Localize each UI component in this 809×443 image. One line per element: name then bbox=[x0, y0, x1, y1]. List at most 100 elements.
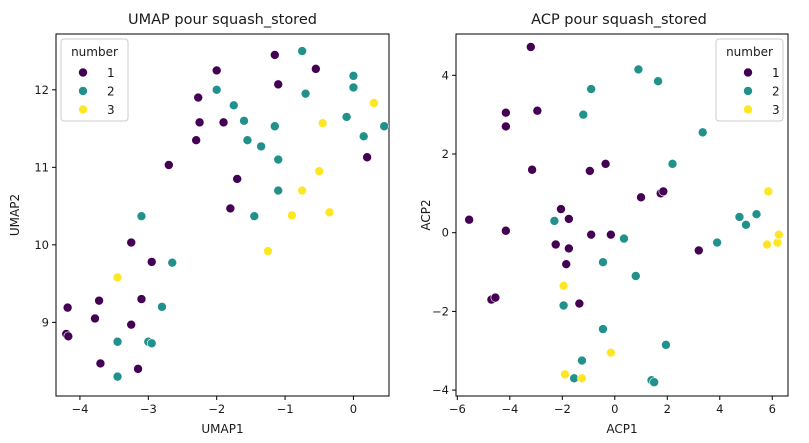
umap-legend-label-2: 2 bbox=[107, 85, 115, 99]
acp-point-series-1 bbox=[606, 229, 616, 240]
umap-legend-marker-3 bbox=[78, 104, 88, 115]
umap-point-series-2 bbox=[273, 185, 284, 196]
acp-points bbox=[464, 42, 784, 388]
umap-point-series-2 bbox=[256, 141, 266, 152]
acp-point-series-1 bbox=[636, 192, 646, 203]
umap-point-series-1 bbox=[270, 50, 280, 60]
umap-point-series-3 bbox=[324, 207, 335, 218]
umap-point-series-2 bbox=[112, 371, 123, 382]
umap-legend-box bbox=[60, 38, 129, 122]
umap-legend-title: number bbox=[71, 45, 118, 59]
acp-y-tick-label: −4 bbox=[432, 383, 449, 397]
umap-ticks: −4 −3 −2 −1 0 9 10 11 12 bbox=[34, 83, 357, 416]
umap-point-series-1 bbox=[273, 79, 284, 90]
umap-point-series-3 bbox=[314, 166, 325, 177]
acp-point-series-2 bbox=[578, 109, 589, 120]
acp-point-series-1 bbox=[556, 204, 566, 214]
acp-y-tick-label: 2 bbox=[442, 147, 449, 161]
umap-legend-entry-1: 1 bbox=[78, 66, 115, 80]
umap-point-series-3 bbox=[297, 185, 307, 196]
acp-point-series-1 bbox=[550, 239, 561, 250]
acp-plot-frame bbox=[455, 33, 789, 397]
acp-legend-entry-3: 3 bbox=[743, 103, 780, 117]
umap-point-series-2 bbox=[112, 336, 123, 347]
acp-point-series-1 bbox=[501, 121, 511, 132]
acp-point-series-2 bbox=[549, 216, 560, 226]
acp-title: ACP pour squash_stored bbox=[531, 12, 707, 28]
acp-point-series-2 bbox=[653, 76, 663, 87]
acp-point-series-2 bbox=[633, 64, 644, 75]
acp-point-series-2 bbox=[734, 212, 745, 222]
umap-point-series-3 bbox=[287, 210, 297, 221]
acp-point-series-3 bbox=[577, 373, 587, 384]
acp-point-series-1 bbox=[561, 259, 572, 269]
umap-point-series-3 bbox=[369, 98, 379, 108]
acp-point-series-1 bbox=[490, 292, 501, 303]
acp-point-series-1 bbox=[527, 164, 537, 175]
acp-x-axis-label: ACP1 bbox=[606, 422, 637, 436]
umap-point-series-1 bbox=[164, 160, 174, 170]
umap-point-series-1 bbox=[63, 331, 74, 342]
acp-point-series-1 bbox=[585, 166, 595, 176]
umap-x-axis-label: UMAP1 bbox=[201, 422, 243, 436]
umap-point-series-1 bbox=[194, 117, 205, 128]
acp-y-tick-label: 4 bbox=[442, 68, 449, 82]
umap-point-series-1 bbox=[232, 174, 243, 184]
umap-x-tick-label: 0 bbox=[350, 402, 357, 416]
acp-point-series-3 bbox=[606, 347, 616, 358]
acp-x-tick-label: 2 bbox=[664, 402, 671, 416]
acp-point-series-2 bbox=[598, 257, 608, 268]
acp-y-tick-label: 0 bbox=[442, 226, 449, 240]
umap-point-series-1 bbox=[94, 295, 104, 306]
umap-point-series-1 bbox=[311, 64, 321, 74]
acp-point-series-1 bbox=[586, 229, 596, 240]
umap-y-tick-label: 9 bbox=[42, 315, 49, 329]
umap-point-series-1 bbox=[146, 257, 157, 267]
umap-point-series-2 bbox=[341, 112, 352, 122]
umap-point-series-2 bbox=[228, 100, 239, 111]
umap-legend-marker-2 bbox=[78, 86, 88, 96]
acp-point-series-3 bbox=[774, 229, 784, 240]
acp-point-series-2 bbox=[697, 127, 708, 138]
umap-point-series-2 bbox=[297, 46, 307, 56]
acp-point-series-3 bbox=[558, 281, 569, 291]
umap-point-series-1 bbox=[126, 319, 137, 330]
acp-point-series-3 bbox=[763, 186, 774, 197]
acp-point-series-1 bbox=[600, 159, 611, 169]
acp-legend-marker-3 bbox=[743, 104, 753, 115]
acp-point-series-2 bbox=[586, 84, 596, 94]
acp-legend-marker-1 bbox=[743, 67, 753, 78]
umap-point-series-1 bbox=[211, 65, 222, 76]
umap-plot-frame bbox=[55, 33, 390, 397]
acp-point-series-2 bbox=[649, 377, 659, 388]
umap-legend-label-3: 3 bbox=[107, 103, 115, 117]
acp-point-series-1 bbox=[501, 107, 511, 118]
acp-x-tick-label: 4 bbox=[716, 402, 723, 416]
umap-point-series-3 bbox=[317, 118, 328, 128]
acp-point-series-1 bbox=[525, 42, 536, 52]
acp-y-tick-label: −2 bbox=[432, 304, 449, 318]
umap-point-series-1 bbox=[218, 117, 229, 128]
umap-panel: UMAP pour squash_stored −4 −3 −2 −1 09101112… bbox=[8, 12, 390, 436]
umap-title: UMAP pour squash_stored bbox=[128, 12, 317, 28]
acp-point-series-3 bbox=[560, 369, 570, 380]
acp-legend-box bbox=[715, 38, 784, 122]
acp-legend-entry-1: 1 bbox=[743, 66, 780, 80]
acp-point-series-2 bbox=[667, 159, 678, 169]
umap-point-series-1 bbox=[62, 302, 73, 313]
acp-legend-marker-2 bbox=[743, 86, 753, 96]
acp-point-series-2 bbox=[558, 300, 569, 311]
umap-x-tick-label: −3 bbox=[140, 402, 157, 416]
umap-point-series-2 bbox=[146, 338, 157, 349]
acp-x-tick-label: −6 bbox=[449, 402, 466, 416]
acp-y-axis-label: ACP2 bbox=[419, 199, 433, 230]
umap-point-series-2 bbox=[242, 135, 253, 145]
acp-point-series-2 bbox=[712, 237, 722, 248]
umap-point-series-2 bbox=[270, 121, 280, 132]
umap-legend-entry-2: 2 bbox=[78, 85, 115, 99]
acp-legend-label-2: 2 bbox=[772, 85, 780, 99]
acp-x-tick-label: 6 bbox=[769, 402, 776, 416]
umap-point-series-1 bbox=[90, 313, 100, 324]
umap-y-tick-label: 12 bbox=[34, 83, 49, 97]
